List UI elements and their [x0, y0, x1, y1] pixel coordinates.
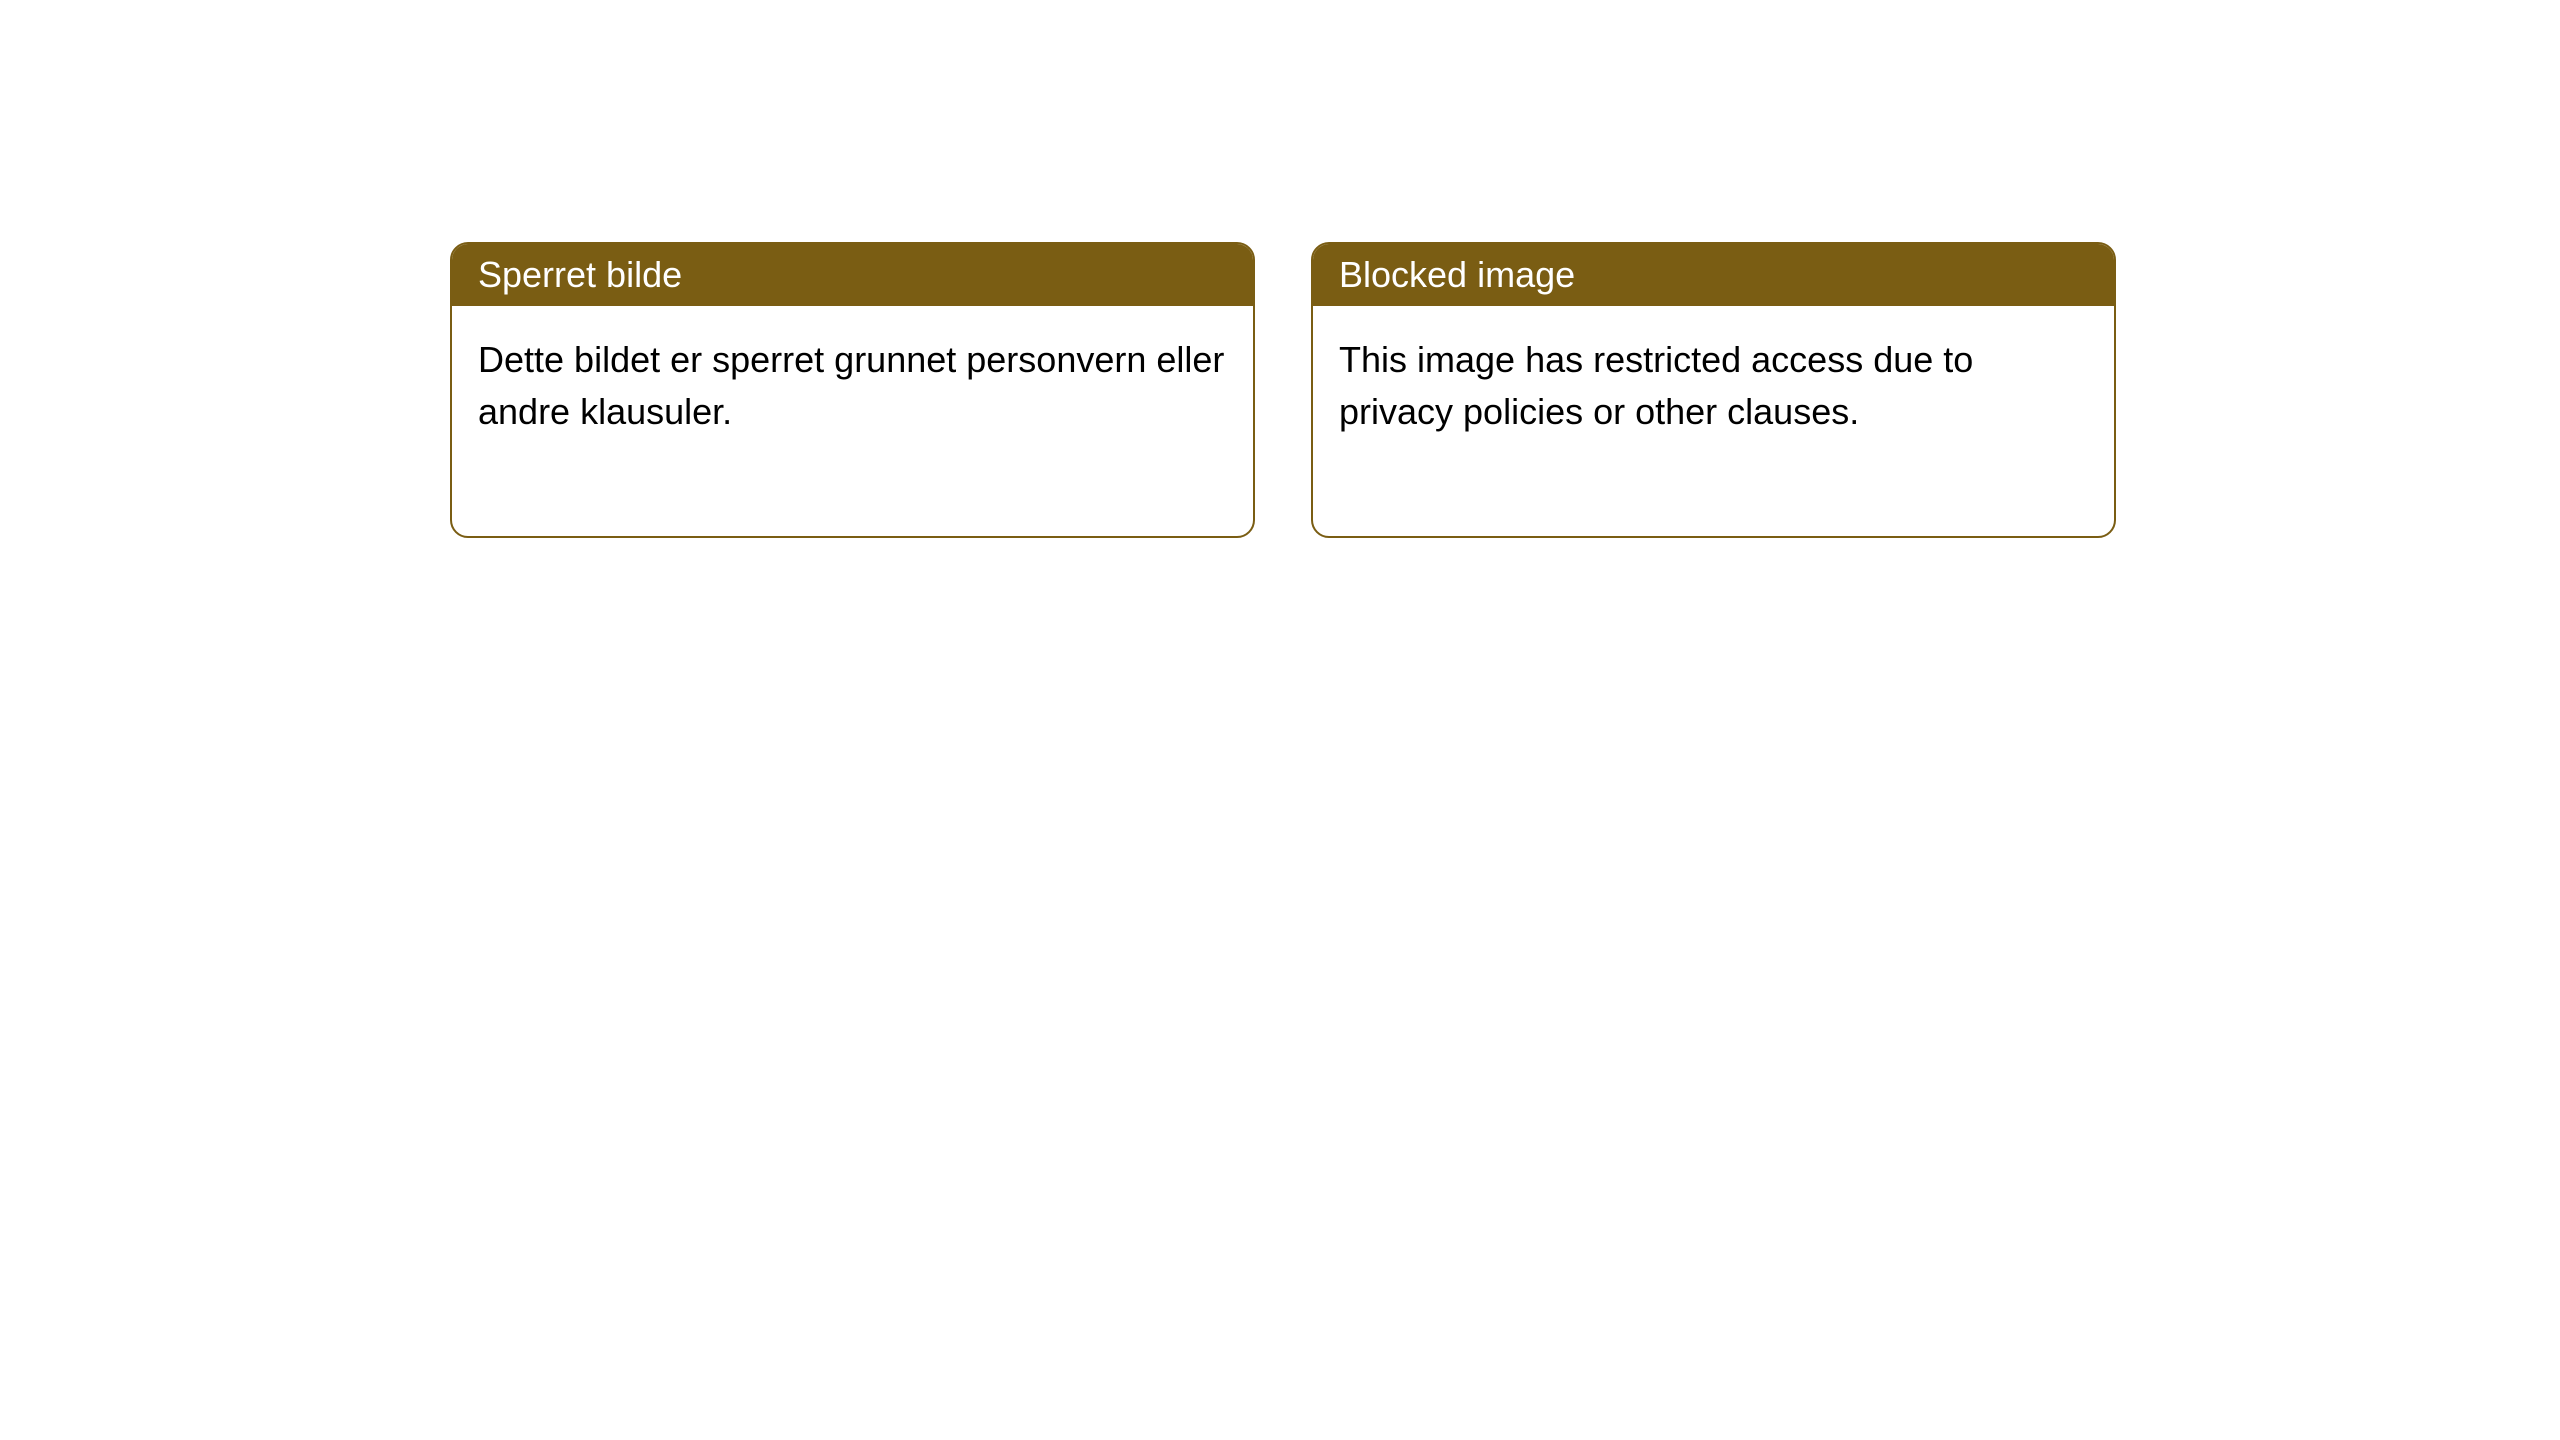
card-body: This image has restricted access due to …: [1313, 306, 2114, 536]
card-title: Sperret bilde: [478, 254, 682, 295]
card-header: Sperret bilde: [452, 244, 1253, 306]
notice-container: Sperret bilde Dette bildet er sperret gr…: [450, 242, 2116, 538]
card-body-text: Dette bildet er sperret grunnet personve…: [478, 339, 1224, 432]
card-body-text: This image has restricted access due to …: [1339, 339, 1973, 432]
card-title: Blocked image: [1339, 254, 1575, 295]
notice-card-english: Blocked image This image has restricted …: [1311, 242, 2116, 538]
card-body: Dette bildet er sperret grunnet personve…: [452, 306, 1253, 536]
notice-card-norwegian: Sperret bilde Dette bildet er sperret gr…: [450, 242, 1255, 538]
card-header: Blocked image: [1313, 244, 2114, 306]
